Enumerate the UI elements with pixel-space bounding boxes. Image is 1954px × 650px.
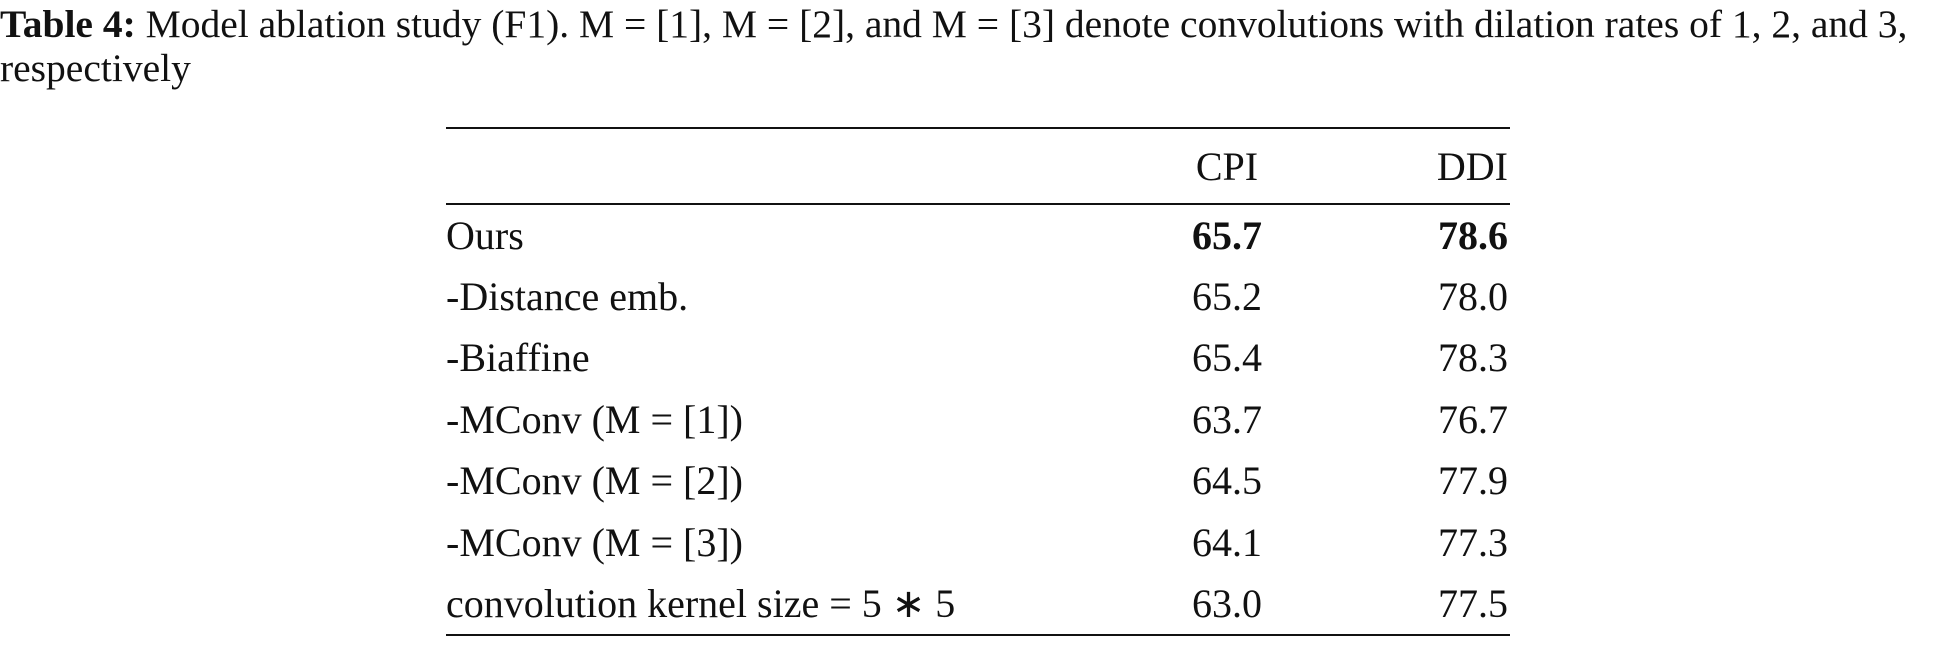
value-cell: 77.9 — [1438, 458, 1508, 504]
value-cell: 78.0 — [1438, 273, 1508, 319]
table-row: -MConv (M = [2]) 64.5 77.9 — [446, 450, 1510, 512]
value-cell: 63.0 — [1192, 580, 1262, 626]
table-row: convolution kernel size = 5 ∗ 5 63.0 77.5 — [446, 573, 1510, 635]
row-label: Ours — [446, 212, 524, 258]
table-row: -Biaffine 65.4 78.3 — [446, 327, 1510, 389]
value-cell: 78.3 — [1438, 335, 1508, 381]
row-label: convolution kernel size = 5 ∗ 5 — [446, 580, 956, 626]
value-cell: 65.2 — [1192, 273, 1262, 319]
header-cell — [446, 128, 1136, 204]
row-label: -Distance emb. — [446, 273, 689, 319]
caption: Table 4: Model ablation study (F1). M = … — [0, 2, 1954, 90]
value-cell: 78.6 — [1438, 212, 1508, 258]
header-cell: CPI — [1195, 143, 1259, 189]
row-label: -MConv (M = [2]) — [446, 458, 743, 504]
row-label: -MConv (M = [3]) — [446, 519, 743, 565]
value-cell: 64.1 — [1192, 519, 1262, 565]
value-cell: 65.4 — [1192, 335, 1262, 381]
table-row: Ours 65.7 78.6 — [446, 204, 1510, 266]
table-row: -MConv (M = [1]) 63.7 76.7 — [446, 389, 1510, 451]
table-row: -Distance emb. 65.2 78.0 — [446, 266, 1510, 328]
value-cell: 77.5 — [1438, 580, 1508, 626]
table-header: CPI DDI — [446, 128, 1510, 204]
caption-label: Table 4: — [0, 2, 136, 46]
header-cell: DDI — [1436, 143, 1508, 189]
value-cell: 77.3 — [1438, 519, 1508, 565]
row-label: -MConv (M = [1]) — [446, 396, 743, 442]
value-cell: 76.7 — [1438, 396, 1508, 442]
value-cell: 63.7 — [1192, 396, 1262, 442]
header-row: CPI DDI — [446, 128, 1510, 204]
caption-text: Model ablation study (F1). M = [1], M = … — [0, 2, 1908, 90]
value-cell: 65.7 — [1192, 212, 1262, 258]
value-cell: 64.5 — [1192, 458, 1262, 504]
table-row: -MConv (M = [3]) 64.1 77.3 — [446, 512, 1510, 574]
table-body: Ours 65.7 78.6 -Distance emb. 65.2 78.0 -Biaff… — [446, 204, 1510, 635]
row-label: -Biaffine — [446, 335, 590, 381]
ablation-table: CPI DDI Ours 65.7 78.6 -Distance emb. 65.2 78.… — [446, 127, 1510, 636]
